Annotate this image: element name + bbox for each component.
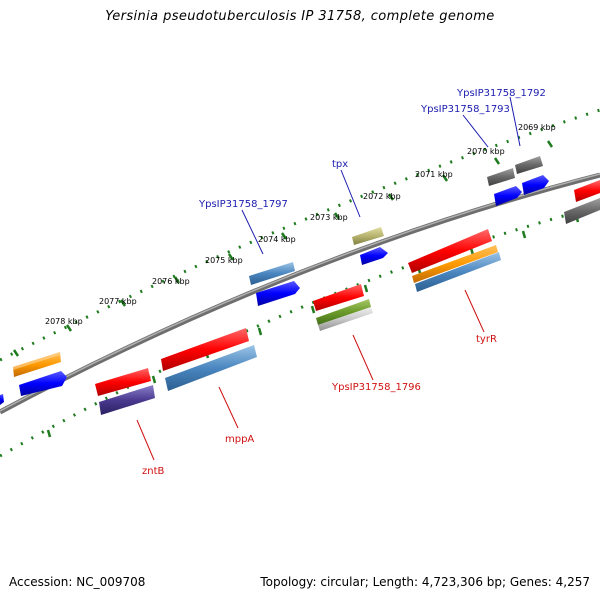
gene-ypsip31758-1793-top[interactable]	[487, 168, 515, 186]
gene-ypsip31758-1797-bottom[interactable]	[256, 281, 300, 306]
genome-stats-text: Topology: circular; Length: 4,723,306 bp…	[260, 575, 590, 589]
gene-ypsip31758-1796-silver[interactable]	[318, 307, 373, 331]
gene-blue-left[interactable]	[19, 371, 67, 396]
reverse-strand-genes	[95, 180, 600, 415]
gene-label-tpx: tpx	[332, 159, 348, 170]
kbp-label: 2076 kbp	[152, 277, 190, 286]
kbp-label: 2074 kbp	[258, 235, 296, 244]
gene-label-mppa: mppA	[225, 434, 254, 445]
gene-label-ypsip31758-1797: YpsIP31758_1797	[198, 199, 288, 210]
gene-tpx-bottom[interactable]	[360, 247, 388, 265]
outer-major-ticks	[12, 140, 554, 357]
inner-tick-track	[0, 204, 600, 458]
map-title: Yersinia pseudotuberculosis IP 31758, co…	[105, 9, 495, 24]
gene-ypsip31758-1796[interactable]	[313, 284, 364, 311]
gene-tyrr-steel[interactable]	[415, 252, 501, 292]
gene-tpx-top[interactable]	[352, 227, 384, 245]
forward-strand-genes	[0, 156, 549, 405]
genome-backbone	[0, 172, 600, 415]
gene-tyrr-orange[interactable]	[412, 245, 498, 283]
gene-zntb-purple[interactable]	[99, 385, 155, 415]
gene-ypsip31758-1797-top[interactable]	[249, 262, 295, 285]
kbp-labels: 2078 kbp 2077 kbp 2076 kbp 2075 kbp 2074…	[45, 123, 556, 326]
gene-mppa[interactable]	[161, 328, 249, 371]
gene-blue-left-edge[interactable]	[0, 394, 4, 405]
label-leaders	[136, 96, 521, 461]
gene-label-ypsip31758-1793: YpsIP31758_1793	[420, 104, 510, 115]
gene-gray-right-edge[interactable]	[564, 198, 600, 224]
kbp-label: 2077 kbp	[99, 297, 137, 306]
kbp-label: 2073 kbp	[310, 213, 348, 222]
accession-text: Accession: NC_009708	[9, 575, 146, 589]
kbp-label: 2071 kbp	[415, 170, 453, 179]
gene-label-zntb: zntB	[142, 466, 165, 477]
kbp-label: 2069 kbp	[518, 123, 556, 132]
gene-labels: YpsIP31758_1792 YpsIP31758_1793 tpx YpsI…	[142, 88, 546, 477]
outer-tick-track	[0, 108, 600, 362]
gene-ypsip31758-1792-bottom[interactable]	[522, 175, 549, 195]
gene-label-ypsip31758-1796: YpsIP31758_1796	[331, 382, 421, 393]
gene-label-tyrr: tyrR	[476, 334, 497, 345]
kbp-label: 2075 kbp	[205, 256, 243, 265]
gene-ypsip31758-1793-bottom[interactable]	[494, 186, 522, 206]
gene-zntb[interactable]	[95, 368, 151, 396]
kbp-label: 2072 kbp	[363, 192, 401, 201]
gene-orange-left[interactable]	[13, 352, 61, 377]
gene-mppa-steel[interactable]	[165, 345, 257, 391]
gene-tyrr[interactable]	[408, 229, 492, 273]
gene-red-right-edge[interactable]	[574, 180, 600, 202]
gene-ypsip31758-1796-green[interactable]	[316, 299, 371, 325]
gene-label-ypsip31758-1792: YpsIP31758_1792	[456, 88, 546, 99]
kbp-label: 2070 kbp	[467, 147, 505, 156]
kbp-label: 2078 kbp	[45, 317, 83, 326]
gene-ypsip31758-1792-top[interactable]	[515, 156, 543, 174]
